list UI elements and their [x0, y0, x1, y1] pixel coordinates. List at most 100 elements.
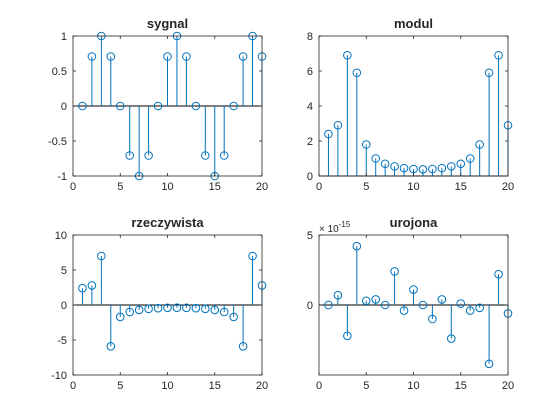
- y-tick-label: 0.5: [52, 66, 67, 78]
- x-tick-label: 0: [316, 181, 322, 193]
- stem-marker: [380, 300, 390, 310]
- y-tick-label: 0: [61, 101, 67, 113]
- y-tick-label: 5: [307, 230, 313, 242]
- stem-marker: [201, 304, 210, 314]
- subplot-title: rzeczywista: [131, 215, 204, 230]
- stem-marker: [361, 296, 371, 306]
- stem-marker: [324, 300, 333, 310]
- x-tick-label: 5: [363, 380, 369, 392]
- x-tick-label: 20: [502, 181, 514, 193]
- stem-marker: [390, 267, 399, 276]
- stem-marker: [238, 342, 248, 351]
- x-tick-label: 0: [70, 181, 76, 193]
- stem-marker: [87, 52, 97, 61]
- stem-marker: [182, 303, 191, 313]
- stem-marker: [484, 359, 494, 369]
- stem-marker: [87, 281, 97, 290]
- y-tick-label: 4: [307, 101, 313, 113]
- stem-marker: [447, 162, 456, 171]
- stem-marker: [475, 140, 484, 149]
- x-tick-label: 15: [455, 380, 467, 392]
- stem-marker: [494, 50, 503, 60]
- stem-marker: [465, 306, 475, 315]
- x-tick-label: 15: [455, 181, 467, 193]
- plot-area: [319, 36, 508, 176]
- stem-marker: [115, 312, 125, 322]
- stem-marker: [484, 68, 494, 78]
- stem-marker: [390, 162, 399, 171]
- y-tick-label: 8: [307, 31, 313, 43]
- stem-marker: [163, 303, 172, 313]
- y-exponent-power: -15: [339, 220, 351, 229]
- stem-marker: [465, 154, 475, 163]
- subplot-sygnal: sygnal 0 5 10 15 20 -1 -0.5 0 0.5 1: [48, 16, 268, 193]
- stem-marker: [418, 300, 428, 310]
- y-tick-label: 0: [307, 300, 313, 312]
- x-tick-label: 0: [316, 380, 322, 392]
- x-tick-label: 0: [70, 380, 76, 392]
- x-tick-label: 15: [209, 380, 221, 392]
- stem-marker: [248, 251, 257, 261]
- stem-marker: [144, 304, 153, 314]
- stem-marker: [456, 299, 466, 308]
- stem-marker: [134, 305, 144, 315]
- y-tick-label: 0: [61, 300, 67, 312]
- x-tick-label: 10: [407, 380, 419, 392]
- x-tick-label: 5: [117, 181, 123, 193]
- stem-marker: [191, 303, 201, 313]
- stem-marker: [106, 342, 116, 351]
- stem-marker: [125, 151, 134, 160]
- stem-marker: [399, 163, 409, 173]
- stem-marker: [172, 303, 182, 312]
- stem-marker: [238, 52, 248, 61]
- y-tick-label: 1: [61, 31, 67, 43]
- stem-marker: [343, 50, 352, 60]
- stem-marker: [324, 129, 333, 139]
- stem-marker: [78, 101, 87, 111]
- stem-marker: [361, 140, 371, 149]
- stem-marker: [106, 52, 116, 61]
- y-tick-label: 0: [307, 171, 313, 183]
- stem-marker: [371, 295, 381, 304]
- stem-marker: [153, 303, 163, 313]
- stem-marker: [191, 101, 201, 111]
- y-tick-label: -5: [57, 335, 67, 347]
- stem-marker: [437, 163, 447, 173]
- x-tick-label: 10: [161, 380, 173, 392]
- y-tick-label: 5: [61, 265, 67, 277]
- x-tick-label: 10: [407, 181, 419, 193]
- stem-marker: [219, 307, 229, 317]
- stem-marker: [144, 151, 153, 160]
- stem-marker: [447, 334, 456, 343]
- stem-marker: [418, 165, 428, 174]
- y-tick-label: -10: [51, 370, 67, 382]
- y-tick-label: 6: [307, 66, 313, 78]
- stem-marker: [229, 101, 238, 111]
- stem-marker: [115, 101, 125, 111]
- stem-marker: [201, 151, 210, 160]
- stem-marker: [409, 164, 418, 174]
- y-tick-label: 2: [307, 136, 313, 148]
- stem-marker: [182, 52, 191, 61]
- stem-marker: [494, 269, 503, 279]
- stem-marker: [333, 120, 343, 130]
- x-tick-label: 10: [161, 181, 173, 193]
- y-tick-label: 10: [55, 230, 67, 242]
- stem-marker: [399, 306, 409, 315]
- stem-marker: [428, 314, 437, 324]
- subplot-rzeczywista: rzeczywista 0 5 10 15 20 -10 -5 0 5 10: [51, 215, 268, 392]
- stem-marker: [371, 154, 381, 163]
- subplot-title: sygnal: [147, 16, 188, 31]
- stem-marker: [380, 159, 390, 169]
- stem-marker: [210, 305, 220, 315]
- stem-marker: [343, 331, 352, 341]
- stem-marker: [475, 303, 484, 313]
- stem-marker: [352, 68, 362, 78]
- stem-marker: [125, 307, 134, 317]
- y-exponent-base: × 10: [319, 224, 339, 235]
- stem-marker: [219, 151, 229, 160]
- stem-marker: [437, 295, 447, 304]
- stem-marker: [352, 241, 362, 251]
- stem-marker: [428, 164, 437, 174]
